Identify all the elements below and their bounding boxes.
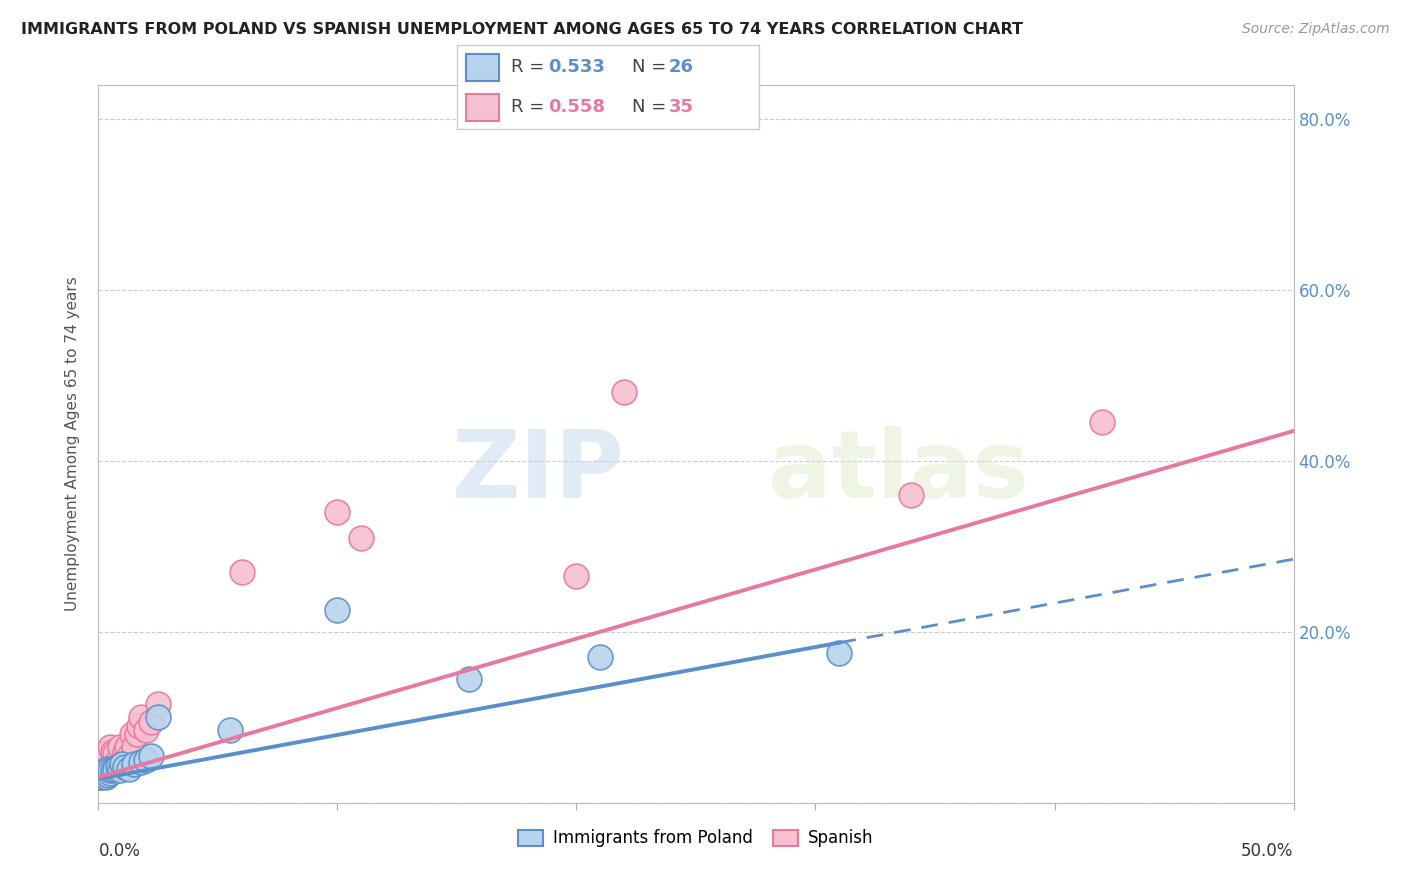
Point bbox=[139, 714, 162, 729]
Point bbox=[90, 770, 112, 784]
Point bbox=[111, 755, 134, 769]
Point bbox=[565, 569, 588, 583]
Point bbox=[108, 764, 131, 778]
Point bbox=[219, 723, 242, 738]
Point bbox=[589, 650, 612, 665]
Point bbox=[828, 646, 851, 660]
Point bbox=[94, 748, 117, 763]
Point bbox=[148, 698, 170, 712]
Text: 26: 26 bbox=[669, 59, 693, 77]
Text: R =: R = bbox=[512, 59, 550, 77]
Text: N =: N = bbox=[633, 59, 672, 77]
Text: ZIP: ZIP bbox=[451, 426, 624, 518]
Point bbox=[118, 762, 141, 776]
Point bbox=[104, 760, 127, 774]
Point bbox=[131, 710, 153, 724]
Point bbox=[90, 770, 112, 784]
Point bbox=[121, 727, 143, 741]
Point bbox=[104, 762, 127, 776]
Point bbox=[107, 753, 129, 767]
Point bbox=[91, 753, 114, 767]
Point bbox=[111, 757, 134, 772]
Point bbox=[135, 723, 157, 738]
Y-axis label: Unemployment Among Ages 65 to 74 years: Unemployment Among Ages 65 to 74 years bbox=[65, 277, 80, 611]
Text: 35: 35 bbox=[669, 98, 693, 116]
Point bbox=[90, 762, 112, 776]
Point bbox=[124, 740, 146, 755]
Point bbox=[1091, 416, 1114, 430]
Point bbox=[107, 760, 129, 774]
Point bbox=[98, 764, 122, 778]
Point bbox=[101, 764, 124, 778]
Point bbox=[94, 770, 117, 784]
Point bbox=[613, 385, 636, 400]
Point bbox=[97, 768, 120, 782]
Point bbox=[98, 740, 122, 755]
Point bbox=[114, 744, 136, 758]
Text: N =: N = bbox=[633, 98, 672, 116]
Point bbox=[101, 764, 124, 778]
Point bbox=[104, 746, 127, 760]
FancyBboxPatch shape bbox=[465, 94, 499, 120]
Point bbox=[124, 757, 146, 772]
Point bbox=[131, 755, 153, 769]
Point bbox=[94, 762, 117, 776]
Point bbox=[135, 753, 157, 767]
Point bbox=[148, 710, 170, 724]
Point bbox=[98, 760, 122, 774]
Point bbox=[108, 740, 131, 755]
Point bbox=[900, 488, 922, 502]
Point bbox=[139, 748, 162, 763]
Text: IMMIGRANTS FROM POLAND VS SPANISH UNEMPLOYMENT AMONG AGES 65 TO 74 YEARS CORRELA: IMMIGRANTS FROM POLAND VS SPANISH UNEMPL… bbox=[21, 22, 1024, 37]
Point bbox=[97, 764, 120, 778]
Text: 50.0%: 50.0% bbox=[1241, 842, 1294, 860]
Point bbox=[326, 603, 349, 617]
Text: 0.558: 0.558 bbox=[547, 98, 605, 116]
Text: R =: R = bbox=[512, 98, 550, 116]
Point bbox=[458, 672, 481, 686]
Text: atlas: atlas bbox=[768, 426, 1029, 518]
Point bbox=[97, 762, 120, 776]
Point bbox=[97, 744, 120, 758]
Point bbox=[91, 765, 114, 780]
Point bbox=[350, 531, 373, 545]
Point bbox=[94, 764, 117, 778]
Text: 0.0%: 0.0% bbox=[98, 842, 141, 860]
FancyBboxPatch shape bbox=[465, 54, 499, 81]
Point bbox=[91, 765, 114, 780]
Text: 0.533: 0.533 bbox=[547, 59, 605, 77]
Point bbox=[128, 719, 150, 733]
Point bbox=[118, 748, 141, 763]
Point bbox=[125, 727, 148, 741]
Point bbox=[114, 760, 136, 774]
Text: Source: ZipAtlas.com: Source: ZipAtlas.com bbox=[1241, 22, 1389, 37]
Point bbox=[231, 565, 253, 579]
Point bbox=[115, 740, 138, 755]
Point bbox=[98, 765, 122, 780]
Point bbox=[101, 744, 124, 758]
Point bbox=[326, 505, 349, 519]
Legend: Immigrants from Poland, Spanish: Immigrants from Poland, Spanish bbox=[510, 821, 882, 855]
Point bbox=[91, 768, 114, 782]
